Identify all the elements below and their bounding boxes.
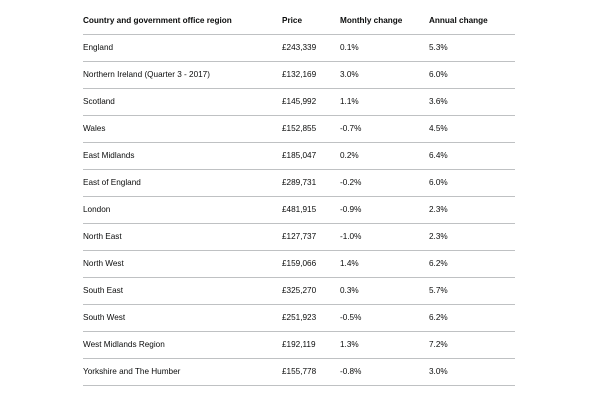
monthly-change-cell: -0.2% xyxy=(340,169,429,197)
table-row: England £243,339 0.1% 5.3% xyxy=(83,34,515,62)
region-cell: London xyxy=(83,196,282,224)
table-row: East of England £289,731 -0.2% 6.0% xyxy=(83,169,515,197)
price-cell: £185,047 xyxy=(282,142,340,170)
monthly-change-cell: -0.9% xyxy=(340,196,429,224)
table-row: Northern Ireland (Quarter 3 - 2017) £132,… xyxy=(83,61,515,89)
monthly-change-cell: -0.8% xyxy=(340,358,429,386)
region-cell: England xyxy=(83,34,282,62)
price-cell: £152,855 xyxy=(282,115,340,143)
table-body: England £243,339 0.1% 5.3% Northern Ireland … xyxy=(83,34,515,386)
monthly-change-cell: 0.1% xyxy=(340,34,429,62)
region-cell: Northern Ireland (Quarter 3 - 2017) xyxy=(83,61,282,89)
annual-change-cell: 6.2% xyxy=(429,304,515,332)
annual-change-cell: 6.4% xyxy=(429,142,515,170)
price-cell: £155,778 xyxy=(282,358,340,386)
annual-change-cell: 2.3% xyxy=(429,196,515,224)
house-price-table: Country and government office region Pri… xyxy=(83,8,515,386)
header-row: Country and government office region Pri… xyxy=(83,8,515,35)
annual-change-cell: 3.6% xyxy=(429,88,515,116)
annual-change-cell: 6.0% xyxy=(429,169,515,197)
annual-change-cell: 4.5% xyxy=(429,115,515,143)
region-cell: South West xyxy=(83,304,282,332)
annual-change-cell: 5.7% xyxy=(429,277,515,305)
table-header: Country and government office region Pri… xyxy=(83,8,515,35)
annual-change-cell: 6.2% xyxy=(429,250,515,278)
monthly-change-cell: 3.0% xyxy=(340,61,429,89)
price-cell: £145,992 xyxy=(282,88,340,116)
region-cell: Wales xyxy=(83,115,282,143)
region-cell: East of England xyxy=(83,169,282,197)
column-header-price: Price xyxy=(282,8,340,35)
table-row: Yorkshire and The Humber £155,778 -0.8% 3.0… xyxy=(83,358,515,386)
column-header-annual-change: Annual change xyxy=(429,8,515,35)
annual-change-cell: 7.2% xyxy=(429,331,515,359)
price-cell: £243,339 xyxy=(282,34,340,62)
region-cell: North West xyxy=(83,250,282,278)
region-cell: East Midlands xyxy=(83,142,282,170)
region-cell: Scotland xyxy=(83,88,282,116)
price-cell: £481,915 xyxy=(282,196,340,224)
price-cell: £192,119 xyxy=(282,331,340,359)
table-row: North East £127,737 -1.0% 2.3% xyxy=(83,223,515,251)
annual-change-cell: 5.3% xyxy=(429,34,515,62)
region-cell: South East xyxy=(83,277,282,305)
table-row: North West £159,066 1.4% 6.2% xyxy=(83,250,515,278)
table-row: South East £325,270 0.3% 5.7% xyxy=(83,277,515,305)
price-cell: £159,066 xyxy=(282,250,340,278)
annual-change-cell: 6.0% xyxy=(429,61,515,89)
table-row: West Midlands Region £192,119 1.3% 7.2% xyxy=(83,331,515,359)
price-cell: £251,923 xyxy=(282,304,340,332)
monthly-change-cell: 1.4% xyxy=(340,250,429,278)
monthly-change-cell: -0.5% xyxy=(340,304,429,332)
table-row: Wales £152,855 -0.7% 4.5% xyxy=(83,115,515,143)
monthly-change-cell: -1.0% xyxy=(340,223,429,251)
monthly-change-cell: 0.2% xyxy=(340,142,429,170)
region-cell: Yorkshire and The Humber xyxy=(83,358,282,386)
price-cell: £325,270 xyxy=(282,277,340,305)
annual-change-cell: 2.3% xyxy=(429,223,515,251)
region-cell: West Midlands Region xyxy=(83,331,282,359)
price-cell: £132,169 xyxy=(282,61,340,89)
column-header-monthly-change: Monthly change xyxy=(340,8,429,35)
table-row: South West £251,923 -0.5% 6.2% xyxy=(83,304,515,332)
house-price-table-container: Country and government office region Pri… xyxy=(83,8,515,386)
annual-change-cell: 3.0% xyxy=(429,358,515,386)
monthly-change-cell: 1.1% xyxy=(340,88,429,116)
price-cell: £127,737 xyxy=(282,223,340,251)
table-row: London £481,915 -0.9% 2.3% xyxy=(83,196,515,224)
region-cell: North East xyxy=(83,223,282,251)
table-row: East Midlands £185,047 0.2% 6.4% xyxy=(83,142,515,170)
monthly-change-cell: 0.3% xyxy=(340,277,429,305)
table-row: Scotland £145,992 1.1% 3.6% xyxy=(83,88,515,116)
column-header-region: Country and government office region xyxy=(83,8,282,35)
monthly-change-cell: 1.3% xyxy=(340,331,429,359)
monthly-change-cell: -0.7% xyxy=(340,115,429,143)
price-cell: £289,731 xyxy=(282,169,340,197)
